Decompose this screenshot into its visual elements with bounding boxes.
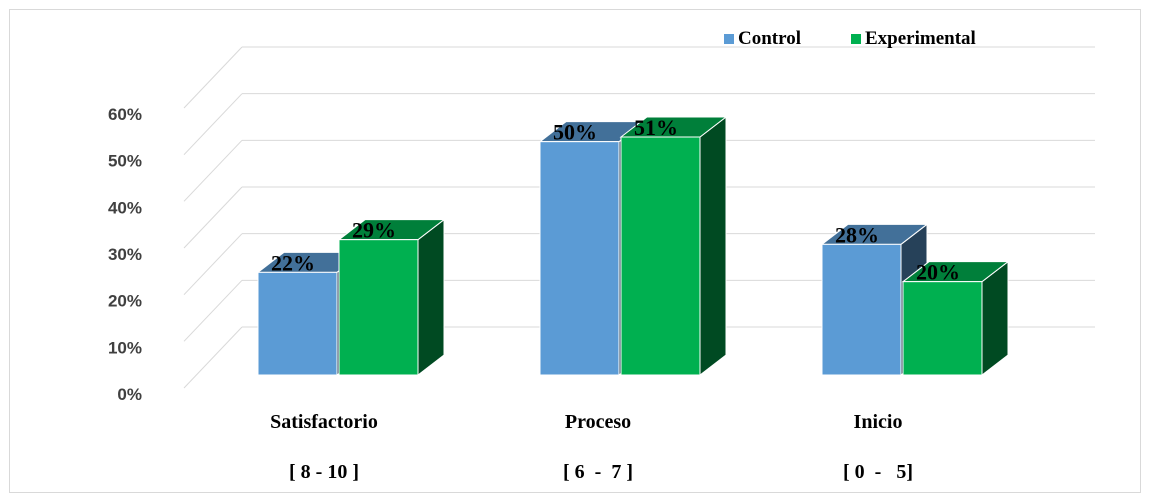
bar-experimental-inicio (902, 281, 983, 376)
bar-side-face (417, 218, 445, 377)
data-label: 50% (553, 120, 597, 145)
bar-control-satisfactorio (257, 271, 338, 376)
bar-side-face (699, 115, 727, 377)
y-tick-label: 10% (108, 338, 142, 357)
x-axis: Satisfactorio [ 8 - 10 ] Proceso [ 6 - 7 ] I… (270, 411, 913, 483)
gridline-diagonal (183, 139, 243, 202)
legend-label: Experimental (865, 28, 976, 49)
gridline-diagonal (183, 233, 243, 296)
y-tick-label: 0% (117, 385, 142, 404)
y-tick-label: 40% (108, 198, 142, 217)
legend-swatch-control (724, 34, 734, 44)
gridline-diagonal (183, 326, 243, 389)
chart-frame: 0% 10% 20% 30% 40% 50% 60% 22% 29% 50% 51% 28% 20% … (9, 9, 1141, 493)
y-tick-label: 20% (108, 292, 142, 311)
data-labels: 22% 29% 50% 51% 28% 20% (271, 115, 960, 285)
category-label: Inicio (854, 411, 903, 433)
data-label: 28% (835, 222, 879, 247)
legend-label: Control (738, 28, 801, 49)
bar-control-proceso (539, 141, 620, 376)
data-label: 29% (352, 218, 396, 243)
bar-chart: 0%10%20%30%40%50%60% 22%29%50% 51%28%20% … (108, 28, 1095, 483)
category-label: Proceso (565, 411, 631, 433)
gridline-diagonal (183, 186, 243, 249)
legend-swatch-experimental (851, 34, 861, 44)
y-tick-label: 50% (108, 152, 142, 171)
category-range-label: [ 8 - 10 ] (289, 461, 359, 483)
y-tick-label: 30% (108, 245, 142, 264)
data-label: 20% (916, 260, 960, 285)
legend: Control Experimental (724, 28, 976, 49)
data-label: 22% (271, 250, 315, 275)
bar-experimental-satisfactorio (338, 239, 419, 376)
y-tick-label: 60% (108, 105, 142, 124)
gridline-diagonal (183, 46, 243, 109)
bar-experimental-proceso (620, 136, 701, 376)
category-label: Satisfactorio (270, 411, 378, 433)
category-range-label: [ 6 - 7 ] (563, 461, 633, 483)
gridline-diagonal (183, 93, 243, 156)
gridline-diagonal (183, 279, 243, 342)
y-axis: 0% 10% 20% 30% 40% 50% 60% (108, 105, 142, 404)
data-label: 51% (634, 115, 678, 140)
bar-control-inicio (821, 243, 902, 376)
bars (256, 115, 1010, 377)
category-range-label: [ 0 - 5] (843, 461, 913, 483)
